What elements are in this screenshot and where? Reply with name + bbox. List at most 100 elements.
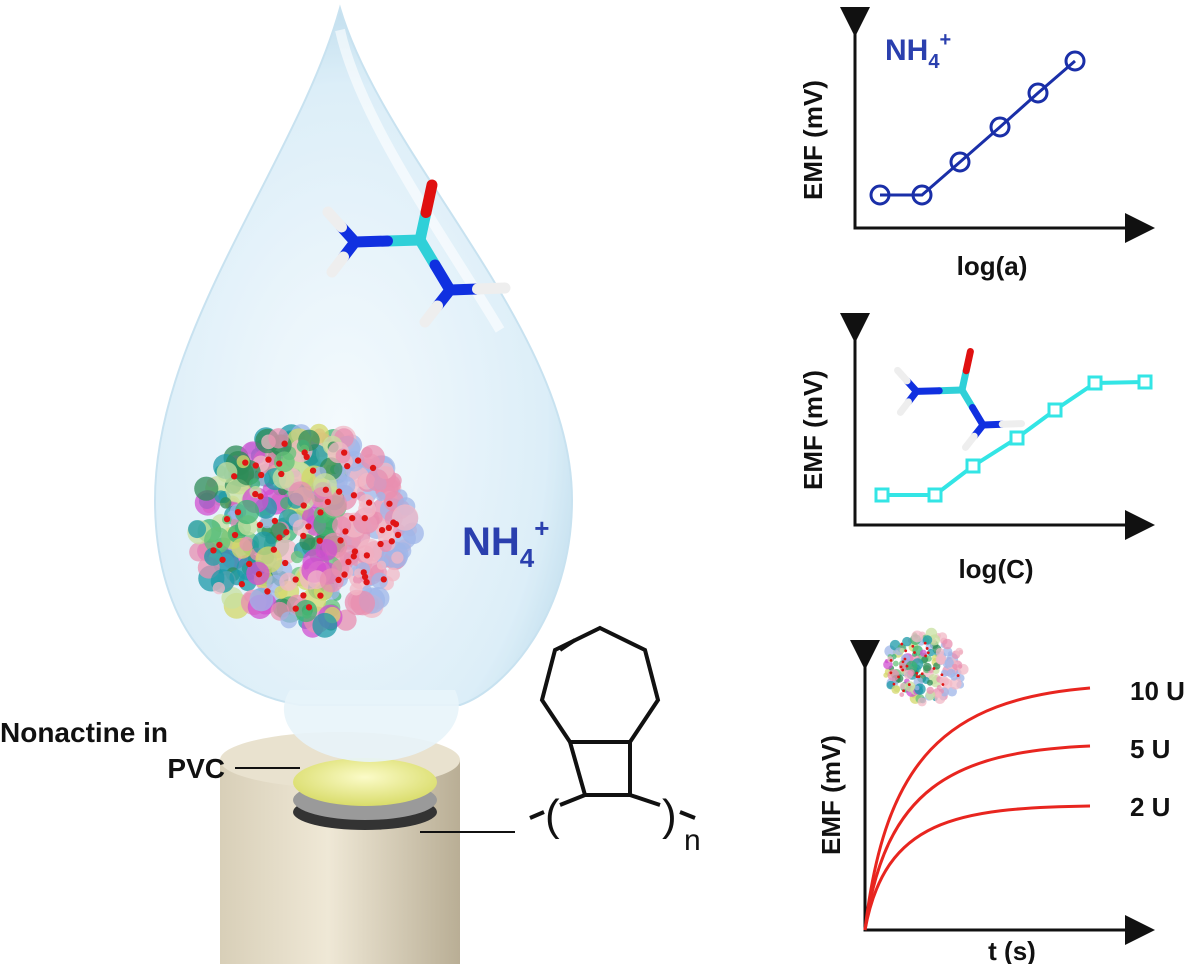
protein-atom [246,560,253,568]
marker [869,184,891,206]
protein-blob [311,487,333,508]
protein-atom [902,689,905,693]
marker [874,487,890,503]
protein-blob [902,636,912,647]
plot-3: 10 U 5 U 2 U EMF (mV) t (s) [816,627,1185,964]
protein-blob [950,672,958,681]
protein-blob [365,468,389,492]
x-axis-label: log(C) [958,554,1033,584]
protein-blob [947,651,953,657]
marker [1047,402,1063,418]
protein-blob [279,572,298,591]
protein-atom [322,486,329,493]
protein-atom [923,641,927,645]
protein-atom [337,537,344,544]
protein-atom [354,457,362,464]
protein-blob [294,599,318,623]
protein-blob [899,692,905,697]
protein-blob [221,587,244,609]
y-axis-label: EMF (mV) [798,80,828,200]
bond [962,432,978,451]
protein-atom [350,492,358,499]
protein-atom [335,488,343,495]
bond [913,387,943,395]
protein-blob [921,656,928,664]
protein-blob [936,655,946,665]
x-axis-label: t (s) [988,936,1036,964]
protein-blob [288,481,313,506]
protein-atom [257,493,264,500]
marker [1137,374,1153,390]
protein-atom [252,490,259,498]
protein-blob [350,590,376,616]
protein-atom [926,651,930,655]
protein-atom [264,588,271,595]
protein-blob [892,660,899,667]
protein-atom [345,558,352,566]
protein-atom [901,660,905,664]
protein-atom [271,517,279,525]
protein-blob [194,476,219,501]
protein-blob [357,538,383,564]
protein-blob [212,581,225,595]
protein-atom [281,440,288,447]
protein-atom [276,460,283,467]
protein-atom [258,471,265,479]
protein-blob [296,439,310,453]
protein-atom [361,573,369,580]
marker [965,458,981,474]
protein-atom [911,644,915,648]
protein-blob [949,677,962,690]
protein-blob [891,685,901,694]
marker [1027,82,1049,104]
protein-atom [341,571,348,578]
bond [472,282,511,295]
protein-atom [956,674,960,677]
protein-atom [219,556,226,563]
protein-atom [344,462,351,470]
curve-label: 10 U [1130,676,1185,706]
protein-atom [350,553,357,560]
protein-blob [887,669,900,682]
plot-1: NH4+ EMF (mV) log(a) [798,6,1155,281]
repeat-subscript: n [684,824,701,857]
bond [962,348,974,375]
bracket: ) [662,791,677,840]
protein-blob [883,672,889,678]
protein [187,423,424,638]
marker [1009,430,1025,446]
plot-2: EMF (mV) log(C) [798,313,1155,584]
protein-atom [317,509,324,516]
protein-atom [292,576,299,583]
protein-atom [351,548,359,555]
protein-blob [935,648,945,657]
protein-atom [932,667,936,670]
protein-atom [941,683,945,686]
protein-blob [907,669,915,677]
protein-atom [276,534,283,541]
protein-blob [955,647,964,656]
protein-atom [363,578,370,586]
protein-atom [915,675,919,679]
protein-atom [300,502,307,509]
protein-atom [282,559,289,567]
protein-atom [292,605,299,612]
protein-blob [391,551,404,564]
marker [911,184,933,206]
protein-blob [234,499,260,525]
membrane-label: Nonactine in [0,717,168,748]
protein-blob [188,520,207,539]
protein-atom [363,552,371,559]
protein-atom [904,649,908,653]
protein-blob [926,679,933,686]
protein-blob [927,649,935,657]
protein-blob [204,547,223,566]
protein-atom [300,592,307,599]
protein-blob [319,568,344,593]
protein-atom [899,665,903,669]
polyazulene [529,625,696,820]
bond [896,398,912,416]
protein-atom [924,654,928,658]
protein-atom [907,683,911,686]
